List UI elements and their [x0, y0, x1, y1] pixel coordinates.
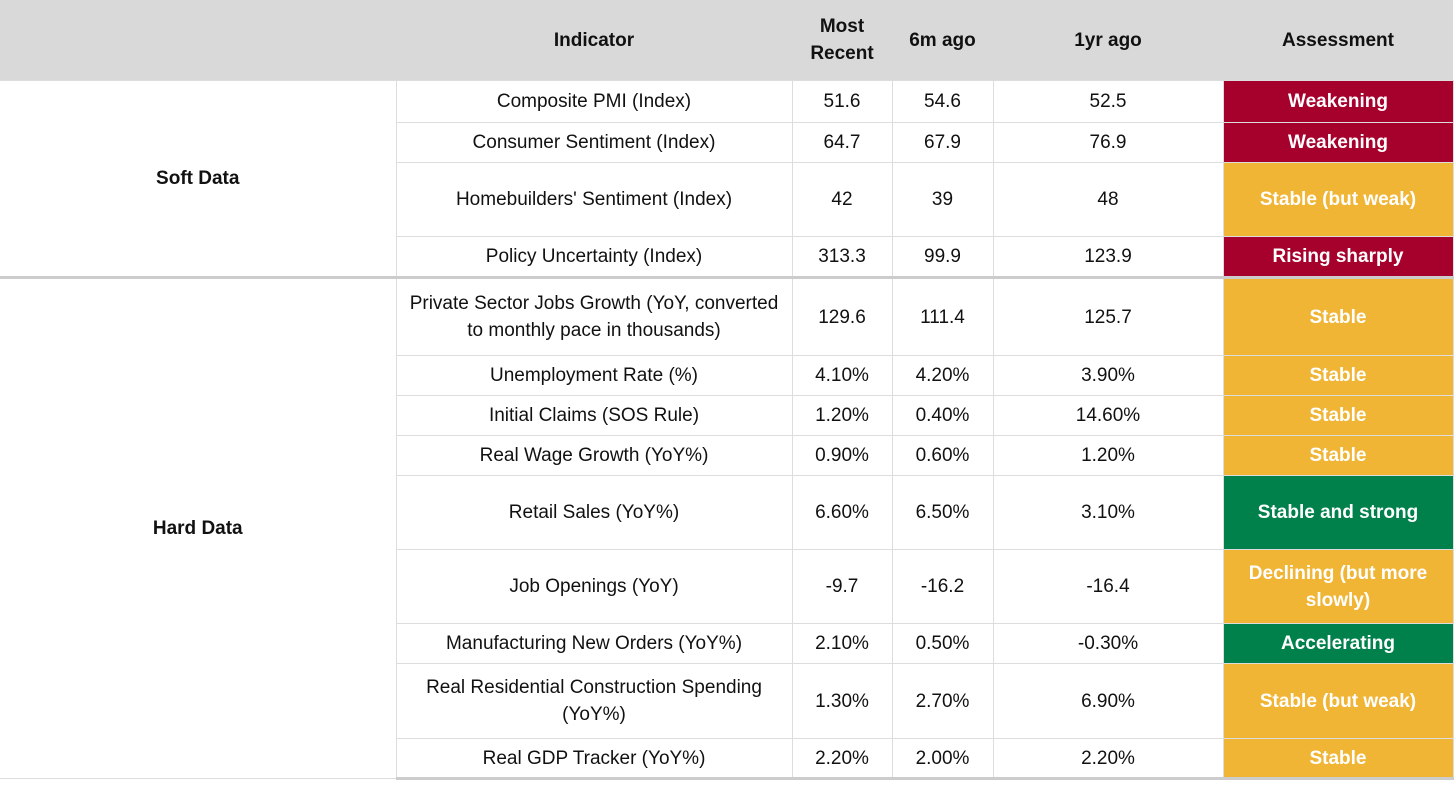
assessment-cell: Stable (but weak)	[1222, 663, 1454, 739]
value-cell: 0.90%	[791, 435, 893, 476]
assessment-cell: Stable	[1222, 435, 1454, 476]
value-cell: 3.10%	[992, 475, 1224, 550]
value-cell: 2.10%	[791, 623, 893, 664]
value-cell: -16.2	[891, 549, 994, 624]
indicator-cell: Homebuilders' Sentiment (Index)	[395, 162, 793, 237]
value-cell: 111.4	[891, 276, 994, 356]
table-row: Hard Data Private Sector Jobs Growth (YoY…	[0, 276, 1454, 779]
value-cell: 51.6	[791, 80, 893, 123]
indicator-cell: Initial Claims (SOS Rule)	[395, 395, 793, 436]
assessment-cell: Weakening	[1222, 80, 1454, 123]
value-cell: 99.9	[891, 236, 994, 278]
value-cell: 1.30%	[791, 663, 893, 739]
value-cell: 4.20%	[891, 355, 994, 396]
table-row: Retail Sales (YoY%) 6.60% 6.50% 3.10% Stable…	[0, 475, 1454, 550]
value-cell: 125.7	[992, 276, 1224, 356]
value-cell: 2.20%	[791, 738, 893, 780]
indicator-cell: Policy Uncertainty (Index)	[395, 236, 793, 278]
table-row: Consumer Sentiment (Index) 64.7 67.9 76.9 We…	[0, 122, 1454, 163]
value-cell: 2.00%	[891, 738, 994, 780]
indicator-cell: Retail Sales (YoY%)	[395, 475, 793, 550]
table-row: Policy Uncertainty (Index) 313.3 99.9 123.9…	[0, 236, 1454, 278]
value-cell: 0.40%	[891, 395, 994, 436]
header-row: Indicator Most Recent 6m ago 1yr ago Ass…	[0, 0, 1453, 81]
table-row: Real Residential Construction Spending (…	[0, 663, 1454, 739]
assessment-cell: Stable	[1222, 395, 1454, 436]
value-cell: 52.5	[992, 80, 1224, 123]
table-row: Manufacturing New Orders (YoY%) 2.10% 0.50…	[0, 623, 1454, 664]
value-cell: 2.70%	[891, 663, 994, 739]
value-cell: 6.50%	[891, 475, 994, 550]
indicator-cell: Private Sector Jobs Growth (YoY, convert…	[395, 276, 793, 356]
value-cell: -9.7	[791, 549, 893, 624]
table-row: Unemployment Rate (%) 4.10% 4.20% 3.90% Stab…	[0, 355, 1454, 396]
header-cell: Most Recent	[792, 0, 892, 81]
indicator-cell: Manufacturing New Orders (YoY%)	[395, 623, 793, 664]
value-cell: 129.6	[791, 276, 893, 356]
value-cell: 54.6	[891, 80, 994, 123]
group-label: Hard Data	[0, 276, 397, 779]
value-cell: 6.60%	[791, 475, 893, 550]
value-cell: 0.50%	[891, 623, 994, 664]
assessment-cell: Rising sharply	[1222, 236, 1454, 278]
header-cell: Assessment	[1223, 0, 1453, 81]
value-cell: 1.20%	[791, 395, 893, 436]
value-cell: 313.3	[791, 236, 893, 278]
table-row: Initial Claims (SOS Rule) 1.20% 0.40% 14.60…	[0, 395, 1454, 436]
value-cell: 4.10%	[791, 355, 893, 396]
value-cell: 123.9	[992, 236, 1224, 278]
value-cell: 6.90%	[992, 663, 1224, 739]
value-cell: 2.20%	[992, 738, 1224, 780]
group-label: Soft Data	[0, 80, 397, 278]
assessment-cell: Weakening	[1222, 122, 1454, 163]
value-cell: 1.20%	[992, 435, 1224, 476]
header-cell: 1yr ago	[993, 0, 1223, 81]
indicator-cell: Composite PMI (Index)	[395, 80, 793, 123]
assessment-cell: Stable and strong	[1222, 475, 1454, 550]
indicator-cell: Real GDP Tracker (YoY%)	[395, 738, 793, 780]
value-cell: 3.90%	[992, 355, 1224, 396]
table-header: Indicator Most Recent 6m ago 1yr ago Ass…	[0, 0, 1453, 81]
value-cell: 64.7	[791, 122, 893, 163]
value-cell: 0.60%	[891, 435, 994, 476]
value-cell: 67.9	[891, 122, 994, 163]
indicator-cell: Unemployment Rate (%)	[395, 355, 793, 396]
assessment-cell: Stable	[1222, 276, 1454, 356]
value-cell: 48	[992, 162, 1224, 237]
indicator-cell: Job Openings (YoY)	[395, 549, 793, 624]
assessment-cell: Stable	[1222, 738, 1454, 780]
value-cell: -0.30%	[992, 623, 1224, 664]
assessment-cell: Declining (but more slowly)	[1222, 549, 1454, 624]
table-row: Homebuilders' Sentiment (Index) 42 39 48 Sta…	[0, 162, 1454, 237]
value-cell: -16.4	[992, 549, 1224, 624]
header-cell: 6m ago	[892, 0, 993, 81]
header-blank	[0, 0, 396, 81]
header-cell: Indicator	[396, 0, 792, 81]
value-cell: 39	[891, 162, 994, 237]
assessment-cell: Stable	[1222, 355, 1454, 396]
indicator-cell: Real Residential Construction Spending (…	[395, 663, 793, 739]
indicator-cell: Consumer Sentiment (Index)	[395, 122, 793, 163]
value-cell: 42	[791, 162, 893, 237]
table-row: Real GDP Tracker (YoY%) 2.20% 2.00% 2.20% St…	[0, 738, 1454, 780]
indicator-cell: Real Wage Growth (YoY%)	[395, 435, 793, 476]
table-row: Job Openings (YoY) -9.7 -16.2 -16.4 Declinin…	[0, 549, 1454, 624]
assessment-cell: Stable (but weak)	[1222, 162, 1454, 237]
value-cell: 76.9	[992, 122, 1224, 163]
table-body: Soft Data Composite PMI (Index) 51.6 54.6 52…	[0, 80, 1454, 780]
value-cell: 14.60%	[992, 395, 1224, 436]
table-row: Soft Data Composite PMI (Index) 51.6 54.6 52…	[0, 80, 1454, 278]
assessment-cell: Accelerating	[1222, 623, 1454, 664]
